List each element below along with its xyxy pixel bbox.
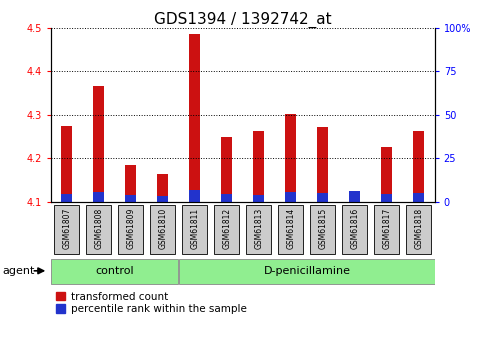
Legend: transformed count, percentile rank within the sample: transformed count, percentile rank withi… — [56, 292, 246, 314]
Text: GSM61812: GSM61812 — [222, 208, 231, 249]
FancyBboxPatch shape — [54, 205, 79, 254]
Text: GSM61816: GSM61816 — [350, 208, 359, 249]
Text: GSM61815: GSM61815 — [318, 208, 327, 249]
Text: control: control — [96, 266, 134, 276]
Bar — [157, 174, 168, 202]
FancyBboxPatch shape — [214, 205, 239, 254]
Text: GSM61814: GSM61814 — [286, 208, 295, 249]
FancyBboxPatch shape — [406, 205, 431, 254]
FancyBboxPatch shape — [374, 205, 399, 254]
Bar — [253, 131, 264, 202]
Text: GSM61807: GSM61807 — [62, 208, 71, 249]
Text: GSM61810: GSM61810 — [158, 208, 167, 249]
Bar — [285, 114, 296, 202]
Bar — [221, 194, 232, 202]
Bar — [61, 126, 72, 202]
Bar — [189, 190, 200, 202]
Bar — [317, 127, 328, 202]
Text: agent: agent — [2, 266, 35, 276]
Text: GSM61809: GSM61809 — [126, 208, 135, 249]
Bar — [125, 195, 136, 202]
Bar — [157, 196, 168, 202]
Bar — [349, 198, 360, 202]
Bar — [189, 34, 200, 202]
FancyBboxPatch shape — [310, 205, 335, 254]
Text: GSM61808: GSM61808 — [94, 208, 103, 249]
Bar — [413, 193, 424, 202]
Bar — [61, 194, 72, 202]
FancyBboxPatch shape — [86, 205, 111, 254]
Text: GSM61818: GSM61818 — [414, 208, 423, 249]
Bar — [381, 147, 392, 202]
FancyBboxPatch shape — [182, 205, 207, 254]
Text: GSM61811: GSM61811 — [190, 208, 199, 249]
FancyBboxPatch shape — [278, 205, 303, 254]
Text: GSM61813: GSM61813 — [254, 208, 263, 249]
Bar — [125, 165, 136, 202]
Text: D-penicillamine: D-penicillamine — [264, 266, 351, 276]
Bar — [93, 86, 104, 202]
FancyBboxPatch shape — [150, 205, 175, 254]
Text: GSM61817: GSM61817 — [382, 208, 391, 249]
Bar — [253, 195, 264, 202]
Bar — [413, 131, 424, 202]
Bar — [381, 194, 392, 202]
Title: GDS1394 / 1392742_at: GDS1394 / 1392742_at — [154, 11, 331, 28]
Bar — [317, 193, 328, 202]
Bar — [285, 192, 296, 202]
Bar — [349, 191, 360, 202]
FancyBboxPatch shape — [118, 205, 143, 254]
FancyBboxPatch shape — [179, 259, 435, 284]
FancyBboxPatch shape — [51, 259, 178, 284]
Bar — [93, 192, 104, 202]
FancyBboxPatch shape — [342, 205, 367, 254]
Bar — [221, 137, 232, 202]
FancyBboxPatch shape — [246, 205, 271, 254]
